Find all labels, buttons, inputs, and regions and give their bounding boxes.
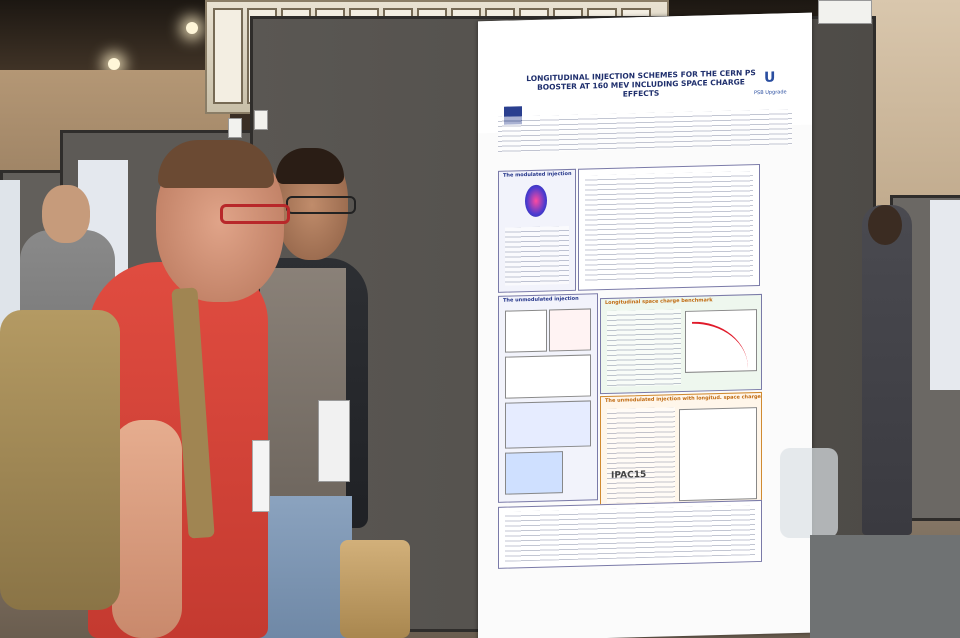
board-number-tag xyxy=(254,110,268,130)
plot-figure xyxy=(549,308,591,352)
signal-plots xyxy=(679,407,757,502)
person-head xyxy=(42,185,90,243)
authors-text-block xyxy=(498,109,792,153)
results-table xyxy=(505,451,563,495)
tan-bag xyxy=(340,540,410,638)
glasses-icon xyxy=(220,204,290,224)
section-text xyxy=(505,225,569,286)
poster-header: U LONGITUDINAL INJECTION SCHEMES FOR THE… xyxy=(478,12,812,153)
table-corner xyxy=(810,535,960,638)
introduction-text xyxy=(585,171,753,284)
poster-section: The unmodulated injection with longitud.… xyxy=(600,391,762,511)
ceiling-light xyxy=(186,22,198,34)
section-title: The unmodulated injection xyxy=(503,295,579,304)
benchmark-plot xyxy=(685,309,757,373)
poster-title: LONGITUDINAL INJECTION SCHEMES FOR THE C… xyxy=(526,68,756,101)
poster-section: The modulated injection xyxy=(498,168,576,293)
poster-section: The unmodulated injection xyxy=(498,293,598,503)
person-head xyxy=(868,205,902,245)
conference-badge xyxy=(318,400,350,482)
red-curve xyxy=(692,320,748,370)
ceiling-light xyxy=(108,58,120,70)
young-man-hair xyxy=(158,140,274,188)
conference-logo: IPAC15 xyxy=(611,469,647,481)
upgrade-logo-label: PSB Upgrade xyxy=(754,89,787,97)
conclusion-section xyxy=(498,499,762,569)
plot-figure xyxy=(505,309,547,353)
poster-section xyxy=(578,163,760,291)
research-poster: U LONGITUDINAL INJECTION SCHEMES FOR THE… xyxy=(478,12,812,638)
section-title: The modulated injection xyxy=(503,170,572,179)
poster-background xyxy=(0,180,20,340)
man-jeans xyxy=(254,496,352,638)
section-title: The unmodulated injection with longitud.… xyxy=(605,393,761,405)
poster-background xyxy=(930,200,960,390)
plot-figure xyxy=(505,354,591,399)
poster-section: Longitudinal space charge benchmark xyxy=(600,293,762,395)
section-text xyxy=(505,505,755,562)
backpack xyxy=(0,310,120,610)
man-hair xyxy=(276,148,344,184)
section-title: Longitudinal space charge benchmark xyxy=(605,297,713,307)
plastic-bag xyxy=(780,448,838,538)
upgrade-logo-icon: U xyxy=(764,69,776,86)
conference-badge xyxy=(252,440,270,512)
section-text xyxy=(607,309,681,387)
glasses-icon xyxy=(286,196,356,214)
board-number-tag xyxy=(228,118,242,138)
section-text xyxy=(607,407,675,503)
plot-figure xyxy=(505,400,591,449)
person-background-right xyxy=(862,205,912,535)
board-number-tag xyxy=(818,0,872,24)
young-man-arm xyxy=(112,420,182,638)
phase-space-plot-icon xyxy=(525,184,547,218)
